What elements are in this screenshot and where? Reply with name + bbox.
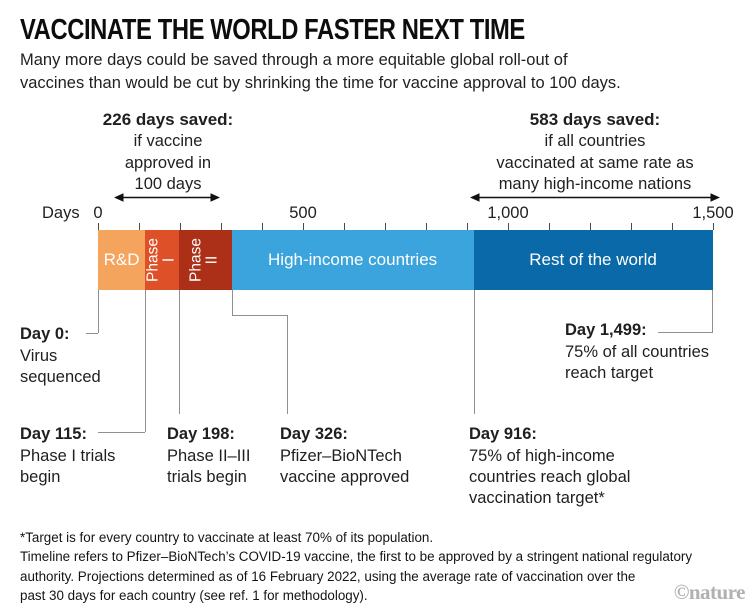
milestone-day-0: Day 0: Virus sequenced: [20, 324, 120, 388]
annotation-left-headline: 226 days saved:: [102, 110, 234, 129]
bar-segment-label: Phase I: [144, 238, 179, 282]
milestone-description: 75% of high-income countries reach globa…: [469, 447, 631, 508]
axis-tick: [220, 223, 222, 230]
axis-tick-label: 1,500: [692, 204, 734, 222]
annotation-right-detail: if all countries vaccinated at same rate…: [496, 132, 694, 193]
milestone-title: Day 326:: [280, 425, 348, 443]
axis-tick: [630, 223, 632, 230]
callout-connector: [712, 290, 714, 332]
callout-connector: [144, 290, 146, 432]
callout-connector: [232, 290, 234, 315]
callout-connector: [232, 314, 288, 316]
axis-tick: [507, 223, 509, 230]
bar-segment-label: Rest of the world: [529, 250, 657, 269]
milestone-title: Day 916:: [469, 425, 537, 443]
axis-tick: [589, 223, 591, 230]
axis-tick: [302, 223, 304, 230]
milestone-description: Phase II–III trials begin: [167, 447, 251, 487]
milestone-day-198: Day 198: Phase II–III trials begin: [167, 424, 277, 488]
callout-connector: [658, 331, 713, 333]
axis-tick: [548, 223, 550, 230]
annotation-left-detail: if vaccine approved in 100 days: [124, 132, 212, 193]
annotation-equity-savings: 583 days saved: if all countries vaccina…: [463, 109, 727, 195]
bar-segment-phase-i: Phase I: [144, 230, 180, 290]
callout-connector: [86, 332, 98, 334]
axis-tick: [466, 223, 468, 230]
axis-ticks: [0, 223, 751, 230]
milestone-description: Virus sequenced: [20, 347, 101, 387]
annotation-approval-savings: 226 days saved: if vaccine approved in 1…: [68, 109, 268, 195]
axis-tick: [384, 223, 386, 230]
bar-segment-high-income-countries: High-income countries: [231, 230, 474, 290]
bar-segment-label: R&D: [103, 250, 140, 269]
callout-connector: [178, 290, 180, 414]
axis-tick: [671, 223, 673, 230]
milestone-day-916: Day 916: 75% of high-income countries re…: [469, 424, 654, 509]
axis-tick: [261, 223, 263, 230]
milestone-description: Phase I trials begin: [20, 447, 116, 487]
milestone-day-326: Day 326: Pfizer–BioNTech vaccine approve…: [280, 424, 430, 488]
bar-segment-label: Phase II: [188, 238, 222, 282]
bar-segment-randd: R&D: [98, 230, 146, 290]
annotation-right-headline: 583 days saved:: [529, 110, 661, 129]
callout-connector: [287, 314, 289, 414]
subtitle: Many more days could be saved through a …: [20, 51, 621, 92]
nature-logo: ©nature: [673, 580, 746, 604]
milestone-day-115: Day 115: Phase I trials begin: [20, 424, 124, 488]
axis-unit-label: Days: [42, 204, 80, 222]
milestone-description: 75% of all countries reach target: [565, 343, 709, 383]
double-arrow-icon: [470, 193, 720, 202]
callout-connector: [474, 290, 476, 414]
footnote: *Target is for every country to vaccinat…: [20, 530, 693, 603]
page-title: VACCINATE THE WORLD FASTER NEXT TIME: [20, 14, 525, 46]
axis-tick: [97, 223, 99, 230]
axis-tick: [425, 223, 427, 230]
axis-tick: [179, 223, 181, 230]
bar-segment-phase-ii: Phase II: [179, 230, 232, 290]
axis-tick-label: 0: [93, 204, 103, 222]
bar-segment-label: High-income countries: [268, 250, 438, 269]
milestone-title: Day 0:: [20, 325, 70, 343]
milestone-title: Day 198:: [167, 425, 235, 443]
timeline-bar: R&D Phase I Phase II High-income countries R…: [0, 230, 751, 290]
bar-segment-rest-of-the-world: Rest of the world: [473, 230, 713, 290]
axis-tick: [712, 223, 714, 230]
callout-connector: [97, 290, 99, 333]
axis-labels: 0 500 1,000 1,500: [0, 204, 751, 224]
axis-tick-label: 500: [289, 204, 317, 222]
milestone-title: Day 115:: [20, 425, 87, 443]
double-arrow-icon: [114, 193, 220, 202]
axis-tick-label: 1,000: [487, 204, 529, 222]
milestone-title: Day 1,499:: [565, 321, 647, 339]
milestone-day-1499: Day 1,499: 75% of all countries reach ta…: [565, 320, 735, 384]
axis-tick: [138, 223, 140, 230]
axis-tick: [343, 223, 345, 230]
callout-connector: [98, 431, 145, 433]
milestone-description: Pfizer–BioNTech vaccine approved: [280, 447, 410, 487]
